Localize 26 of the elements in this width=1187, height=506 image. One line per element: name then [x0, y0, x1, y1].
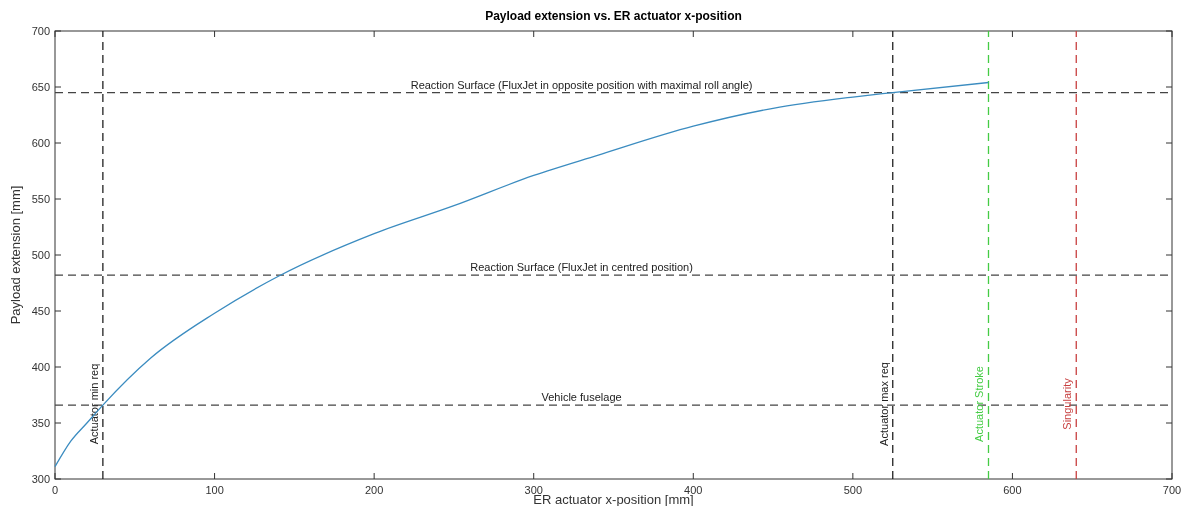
y-tick-label: 600 — [31, 137, 50, 149]
y-tick-label: 700 — [31, 25, 50, 37]
x-tick-label: 300 — [524, 484, 543, 496]
y-tick-label: 500 — [31, 249, 50, 261]
y-tick-label: 550 — [31, 193, 50, 205]
y-tick-label: 300 — [31, 473, 50, 485]
ref-line-label: Actuator Stroke — [973, 366, 986, 442]
ref-line-label: Actuator min req — [87, 363, 100, 445]
ref-line-label: Vehicle fuselage — [541, 391, 622, 404]
x-tick-label: 0 — [51, 484, 59, 496]
x-tick-label: 500 — [843, 484, 863, 496]
chart-title: Payload extension vs. ER actuator x-position — [485, 9, 742, 23]
ref-line-label: Actuator max req — [877, 362, 890, 446]
x-tick-label: 200 — [364, 484, 384, 496]
x-tick-label: 100 — [205, 484, 224, 496]
ref-line-label: Reaction Surface (FluxJet in opposite position with maximal roll angle) — [410, 78, 753, 91]
ref-line-label: Reaction Surface (FluxJet in centred position) — [470, 261, 693, 274]
y-tick-label: 400 — [31, 361, 50, 373]
y-tick-label: 350 — [31, 417, 50, 429]
y-axis-title: Payload extension [mm] — [8, 185, 23, 325]
x-tick-label: 700 — [1162, 484, 1182, 496]
y-tick-label: 650 — [31, 81, 50, 93]
line-series — [54, 81, 990, 468]
y-tick-label: 450 — [31, 305, 50, 317]
x-tick-label: 600 — [1003, 484, 1022, 496]
ref-line-label: Singularity — [1061, 377, 1074, 430]
